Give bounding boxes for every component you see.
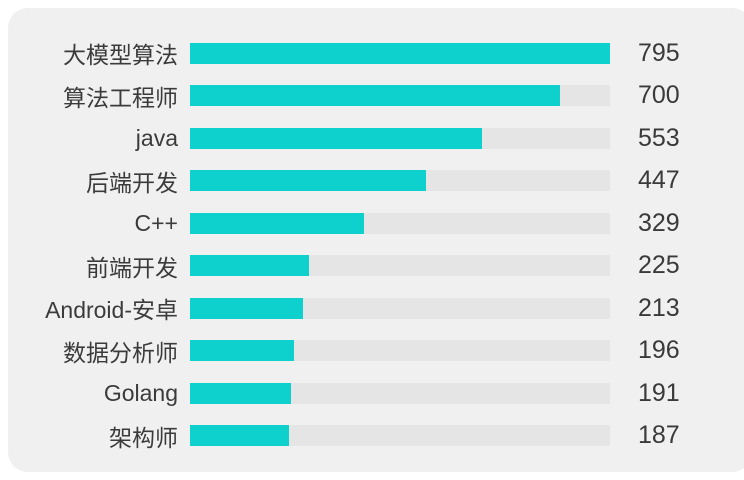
- bar-track: [190, 170, 610, 192]
- bar: [190, 85, 560, 107]
- bar-track: [190, 297, 610, 319]
- value-label: 447: [638, 166, 680, 195]
- value-label: 191: [638, 378, 680, 407]
- bar-row: 架构师 187: [8, 415, 744, 458]
- bar-track: [190, 340, 610, 362]
- bar-row: java 553: [8, 117, 744, 160]
- category-label: C++: [134, 209, 178, 236]
- bar-track: [190, 382, 610, 404]
- value-label: 795: [638, 38, 680, 67]
- bar-row: 后端开发 447: [8, 160, 744, 203]
- category-label: 前端开发: [86, 254, 178, 281]
- horizontal-bar-chart: 大模型算法 795 算法工程师 700 java 553 后端开发 447 C+…: [8, 32, 744, 457]
- chart-card: 大模型算法 795 算法工程师 700 java 553 后端开发 447 C+…: [8, 8, 744, 472]
- category-label: Golang: [103, 379, 178, 406]
- bar: [190, 340, 294, 362]
- category-label: Android-安卓: [45, 297, 178, 324]
- bar-track: [190, 425, 610, 447]
- bar-track: [190, 85, 610, 107]
- bar-row: 数据分析师 196: [8, 330, 744, 373]
- category-label: java: [135, 124, 178, 151]
- bar: [190, 382, 291, 404]
- value-label: 187: [638, 421, 680, 450]
- bar-row: 前端开发 225: [8, 245, 744, 288]
- bar: [190, 170, 427, 192]
- bar: [190, 255, 309, 277]
- bar-row: Android-安卓 213: [8, 287, 744, 330]
- value-label: 553: [638, 123, 680, 152]
- value-label: 196: [638, 336, 680, 365]
- bar-track: [190, 127, 610, 149]
- category-label: 数据分析师: [63, 339, 178, 366]
- bar-row: C++ 329: [8, 202, 744, 245]
- value-label: 213: [638, 293, 680, 322]
- value-label: 700: [638, 81, 680, 110]
- bar-track: [190, 42, 610, 64]
- bar: [190, 212, 364, 234]
- bar-row: Golang 191: [8, 372, 744, 415]
- value-label: 225: [638, 251, 680, 280]
- bar-track: [190, 212, 610, 234]
- category-label: 架构师: [109, 424, 178, 451]
- bar-row: 算法工程师 700: [8, 75, 744, 118]
- category-label: 后端开发: [86, 169, 178, 196]
- bar: [190, 297, 303, 319]
- bar-row: 大模型算法 795: [8, 32, 744, 75]
- bar: [190, 127, 483, 149]
- category-label: 算法工程师: [63, 84, 178, 111]
- bar: [190, 42, 610, 64]
- bar: [190, 425, 289, 447]
- value-label: 329: [638, 208, 680, 237]
- category-label: 大模型算法: [63, 42, 178, 69]
- bar-track: [190, 255, 610, 277]
